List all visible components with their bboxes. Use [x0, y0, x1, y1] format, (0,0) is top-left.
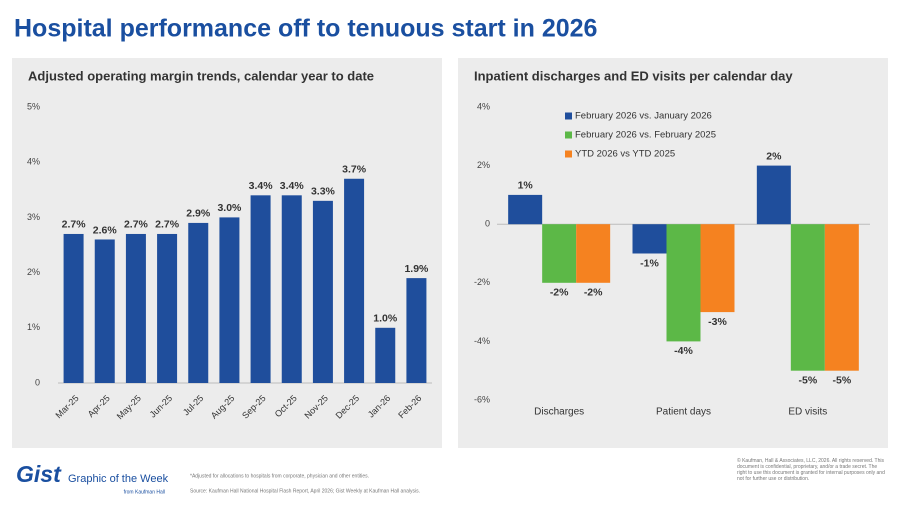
- bar: [344, 178, 365, 383]
- x-tick-label: ED visits: [788, 407, 827, 418]
- data-label: 2.7%: [62, 219, 87, 231]
- y-tick-label: 0: [485, 219, 490, 229]
- byline: from Kaufman Hall: [124, 489, 165, 495]
- logo: Gist: [16, 461, 62, 487]
- data-label: 3.7%: [342, 164, 367, 176]
- bar: [94, 239, 115, 383]
- data-label: -4%: [674, 345, 693, 357]
- x-tick-label: Discharges: [534, 407, 584, 418]
- bar: [406, 278, 427, 383]
- bar: [125, 233, 146, 383]
- data-label: 2.7%: [155, 219, 180, 231]
- copyright: © Kaufman, Hall & Associates, LLC, 2026.…: [737, 458, 885, 482]
- y-tick-label: 5%: [27, 101, 40, 111]
- bar: [666, 224, 701, 342]
- data-label: 3.3%: [311, 186, 336, 198]
- data-label: 2.7%: [124, 219, 149, 231]
- page-title: Hospital performance off to tenuous star…: [14, 15, 597, 43]
- data-label: -2%: [584, 287, 603, 299]
- bar: [756, 165, 791, 225]
- x-tick-label: Patient days: [656, 407, 711, 418]
- tagline: Graphic of the Week: [68, 473, 169, 485]
- bar: [508, 194, 543, 225]
- legend-label: February 2026 vs. February 2025: [575, 130, 716, 141]
- data-label: -1%: [640, 257, 659, 269]
- data-label: 1.9%: [404, 263, 429, 275]
- y-tick-label: 4%: [27, 157, 40, 167]
- bar: [312, 200, 333, 383]
- y-tick-label: 4%: [477, 101, 490, 111]
- legend-swatch: [565, 150, 572, 158]
- bar: [375, 327, 396, 383]
- legend-label: YTD 2026 vs YTD 2025: [575, 149, 675, 160]
- bar: [824, 224, 859, 371]
- bar: [542, 224, 577, 283]
- footnote: *Adjusted for allocations to hospitals f…: [190, 473, 369, 479]
- y-tick-label: -6%: [474, 394, 490, 404]
- source: Source: Kaufman Hall National Hospital F…: [190, 488, 420, 494]
- legend-label: February 2026 vs. January 2026: [575, 111, 712, 122]
- data-label: -3%: [708, 316, 727, 328]
- bar: [63, 233, 84, 383]
- legend-swatch: [565, 112, 572, 120]
- bar: [250, 195, 271, 383]
- bar: [632, 224, 667, 254]
- y-tick-label: -2%: [474, 277, 490, 287]
- y-tick-label: 1%: [27, 322, 40, 332]
- data-label: 2.9%: [186, 208, 211, 220]
- legend-swatch: [565, 131, 572, 139]
- y-tick-label: 2%: [27, 267, 40, 277]
- bar: [576, 224, 611, 283]
- bar: [700, 224, 735, 313]
- y-tick-label: 0: [35, 377, 40, 387]
- data-label: -5%: [832, 374, 851, 386]
- data-label: 3.0%: [217, 202, 242, 214]
- y-tick-label: 3%: [27, 212, 40, 222]
- data-label: 2.6%: [93, 224, 118, 236]
- data-label: 2%: [766, 150, 782, 162]
- bar: [790, 224, 825, 371]
- data-label: -5%: [798, 374, 817, 386]
- chart-title: Inpatient discharges and ED visits per c…: [474, 68, 793, 83]
- data-label: 3.4%: [280, 180, 305, 192]
- chart-title: Adjusted operating margin trends, calend…: [28, 68, 374, 83]
- y-tick-label: 2%: [477, 160, 490, 170]
- bar: [281, 195, 302, 383]
- bar: [219, 217, 240, 383]
- data-label: -2%: [550, 287, 569, 299]
- y-tick-label: -4%: [474, 336, 490, 346]
- data-label: 3.4%: [249, 180, 274, 192]
- data-label: 1.0%: [373, 313, 398, 325]
- data-label: 1%: [518, 180, 534, 192]
- bar: [188, 222, 209, 383]
- bar: [157, 233, 178, 383]
